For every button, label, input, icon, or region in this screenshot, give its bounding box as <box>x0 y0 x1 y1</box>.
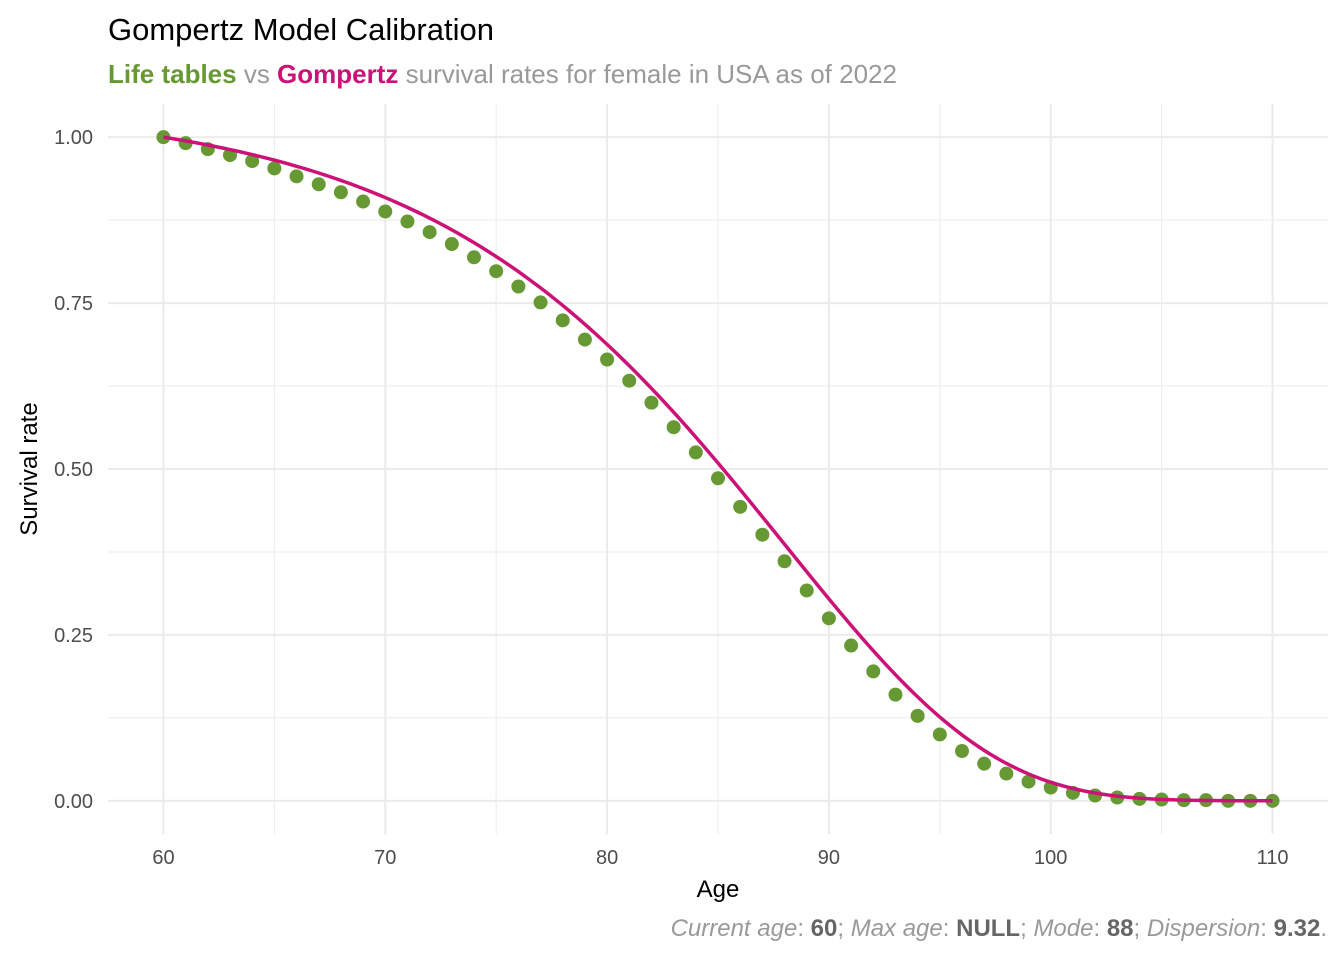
life-tables-point <box>977 756 992 771</box>
subtitle-gompertz: Gompertz <box>277 59 399 89</box>
gompertz-line <box>163 135 1273 803</box>
life-tables-point <box>777 554 792 569</box>
life-tables-point <box>267 161 282 176</box>
life-tables-point <box>999 766 1014 781</box>
life-tables-point <box>711 471 725 486</box>
caption-mode-label: Mode <box>1033 915 1094 942</box>
life-tables-point <box>755 527 770 542</box>
life-tables-point <box>1021 774 1036 789</box>
x-tick-label: 60 <box>152 847 174 869</box>
x-tick-label: 110 <box>1257 847 1289 869</box>
y-tick-label: 0.75 <box>54 293 93 315</box>
chart-caption: Current age: 60; Max age: NULL; Mode: 88… <box>671 915 1327 943</box>
caption-sep: ; <box>837 915 851 942</box>
life-tables-point <box>555 313 570 328</box>
life-tables-point <box>600 352 615 367</box>
caption-dispersion-label: Dispersion <box>1146 915 1261 942</box>
caption-mode-value: 88 <box>1106 915 1134 942</box>
life-tables-point <box>378 204 393 219</box>
grid-major <box>108 104 1328 834</box>
life-tables-point <box>866 664 881 679</box>
life-tables-point <box>932 727 947 742</box>
life-tables-point <box>666 420 681 435</box>
y-tick-label: 0.00 <box>54 791 93 813</box>
y-tick-label: 0.50 <box>54 459 93 481</box>
life-tables-point <box>888 687 903 702</box>
life-tables-point <box>821 611 836 626</box>
caption-max-age-value: NULL <box>956 915 1021 942</box>
caption-dispersion-value: 9.32 <box>1273 915 1321 942</box>
life-tables-point <box>333 185 348 200</box>
life-tables-point <box>533 295 548 310</box>
life-tables-point <box>511 279 526 294</box>
x-axis-title: Age <box>697 876 740 903</box>
subtitle-vs: vs <box>236 59 278 89</box>
life-tables-point <box>444 237 459 252</box>
x-tick-label: 70 <box>374 847 396 869</box>
chart-title: Gompertz Model Calibration <box>108 12 494 47</box>
life-tables-point <box>289 169 304 184</box>
life-tables-point <box>799 583 814 598</box>
y-tick-label: 1.00 <box>54 127 93 149</box>
x-tick-label: 90 <box>818 847 840 869</box>
life-tables-point <box>644 395 659 410</box>
life-tables-point <box>688 445 703 460</box>
life-tables-point <box>311 177 326 192</box>
life-tables-point <box>844 638 859 653</box>
life-tables-point <box>489 264 504 279</box>
caption-sep: ; <box>1020 915 1034 942</box>
caption-colon: : <box>1093 915 1107 942</box>
x-axis-ticks: 60 70 80 90 100 110 <box>152 847 1288 869</box>
caption-current-age-label: Current age <box>670 915 798 942</box>
life-tables-point <box>955 744 969 759</box>
caption-current-age-value: 60 <box>810 915 838 942</box>
caption-colon: : <box>797 915 811 942</box>
life-tables-point <box>422 225 437 240</box>
life-tables-point <box>245 154 260 169</box>
subtitle-life-tables: Life tables <box>108 59 237 89</box>
caption-colon: : <box>942 915 957 942</box>
y-axis-ticks: 0.00 0.25 0.50 0.75 1.00 <box>54 127 93 813</box>
life-tables-point <box>622 373 637 388</box>
life-tables-point <box>400 214 415 229</box>
caption-end: . <box>1320 915 1327 942</box>
life-tables-point <box>577 332 592 347</box>
caption-colon: : <box>1260 915 1274 942</box>
x-tick-label: 100 <box>1034 847 1067 869</box>
subtitle-rest: survival rates for female in USA as of 2… <box>398 59 897 89</box>
life-tables-point <box>733 499 748 514</box>
life-tables-point <box>910 708 925 723</box>
life-tables-point <box>356 194 371 209</box>
x-tick-label: 80 <box>596 847 618 869</box>
chart-subtitle: Life tables vs Gompertz survival rates f… <box>108 59 897 90</box>
caption-max-age-label: Max age <box>850 915 943 942</box>
y-tick-label: 0.25 <box>54 625 93 647</box>
life-tables-point <box>467 250 481 265</box>
caption-sep: ; <box>1133 915 1147 942</box>
y-axis-title: Survival rate <box>16 402 43 535</box>
